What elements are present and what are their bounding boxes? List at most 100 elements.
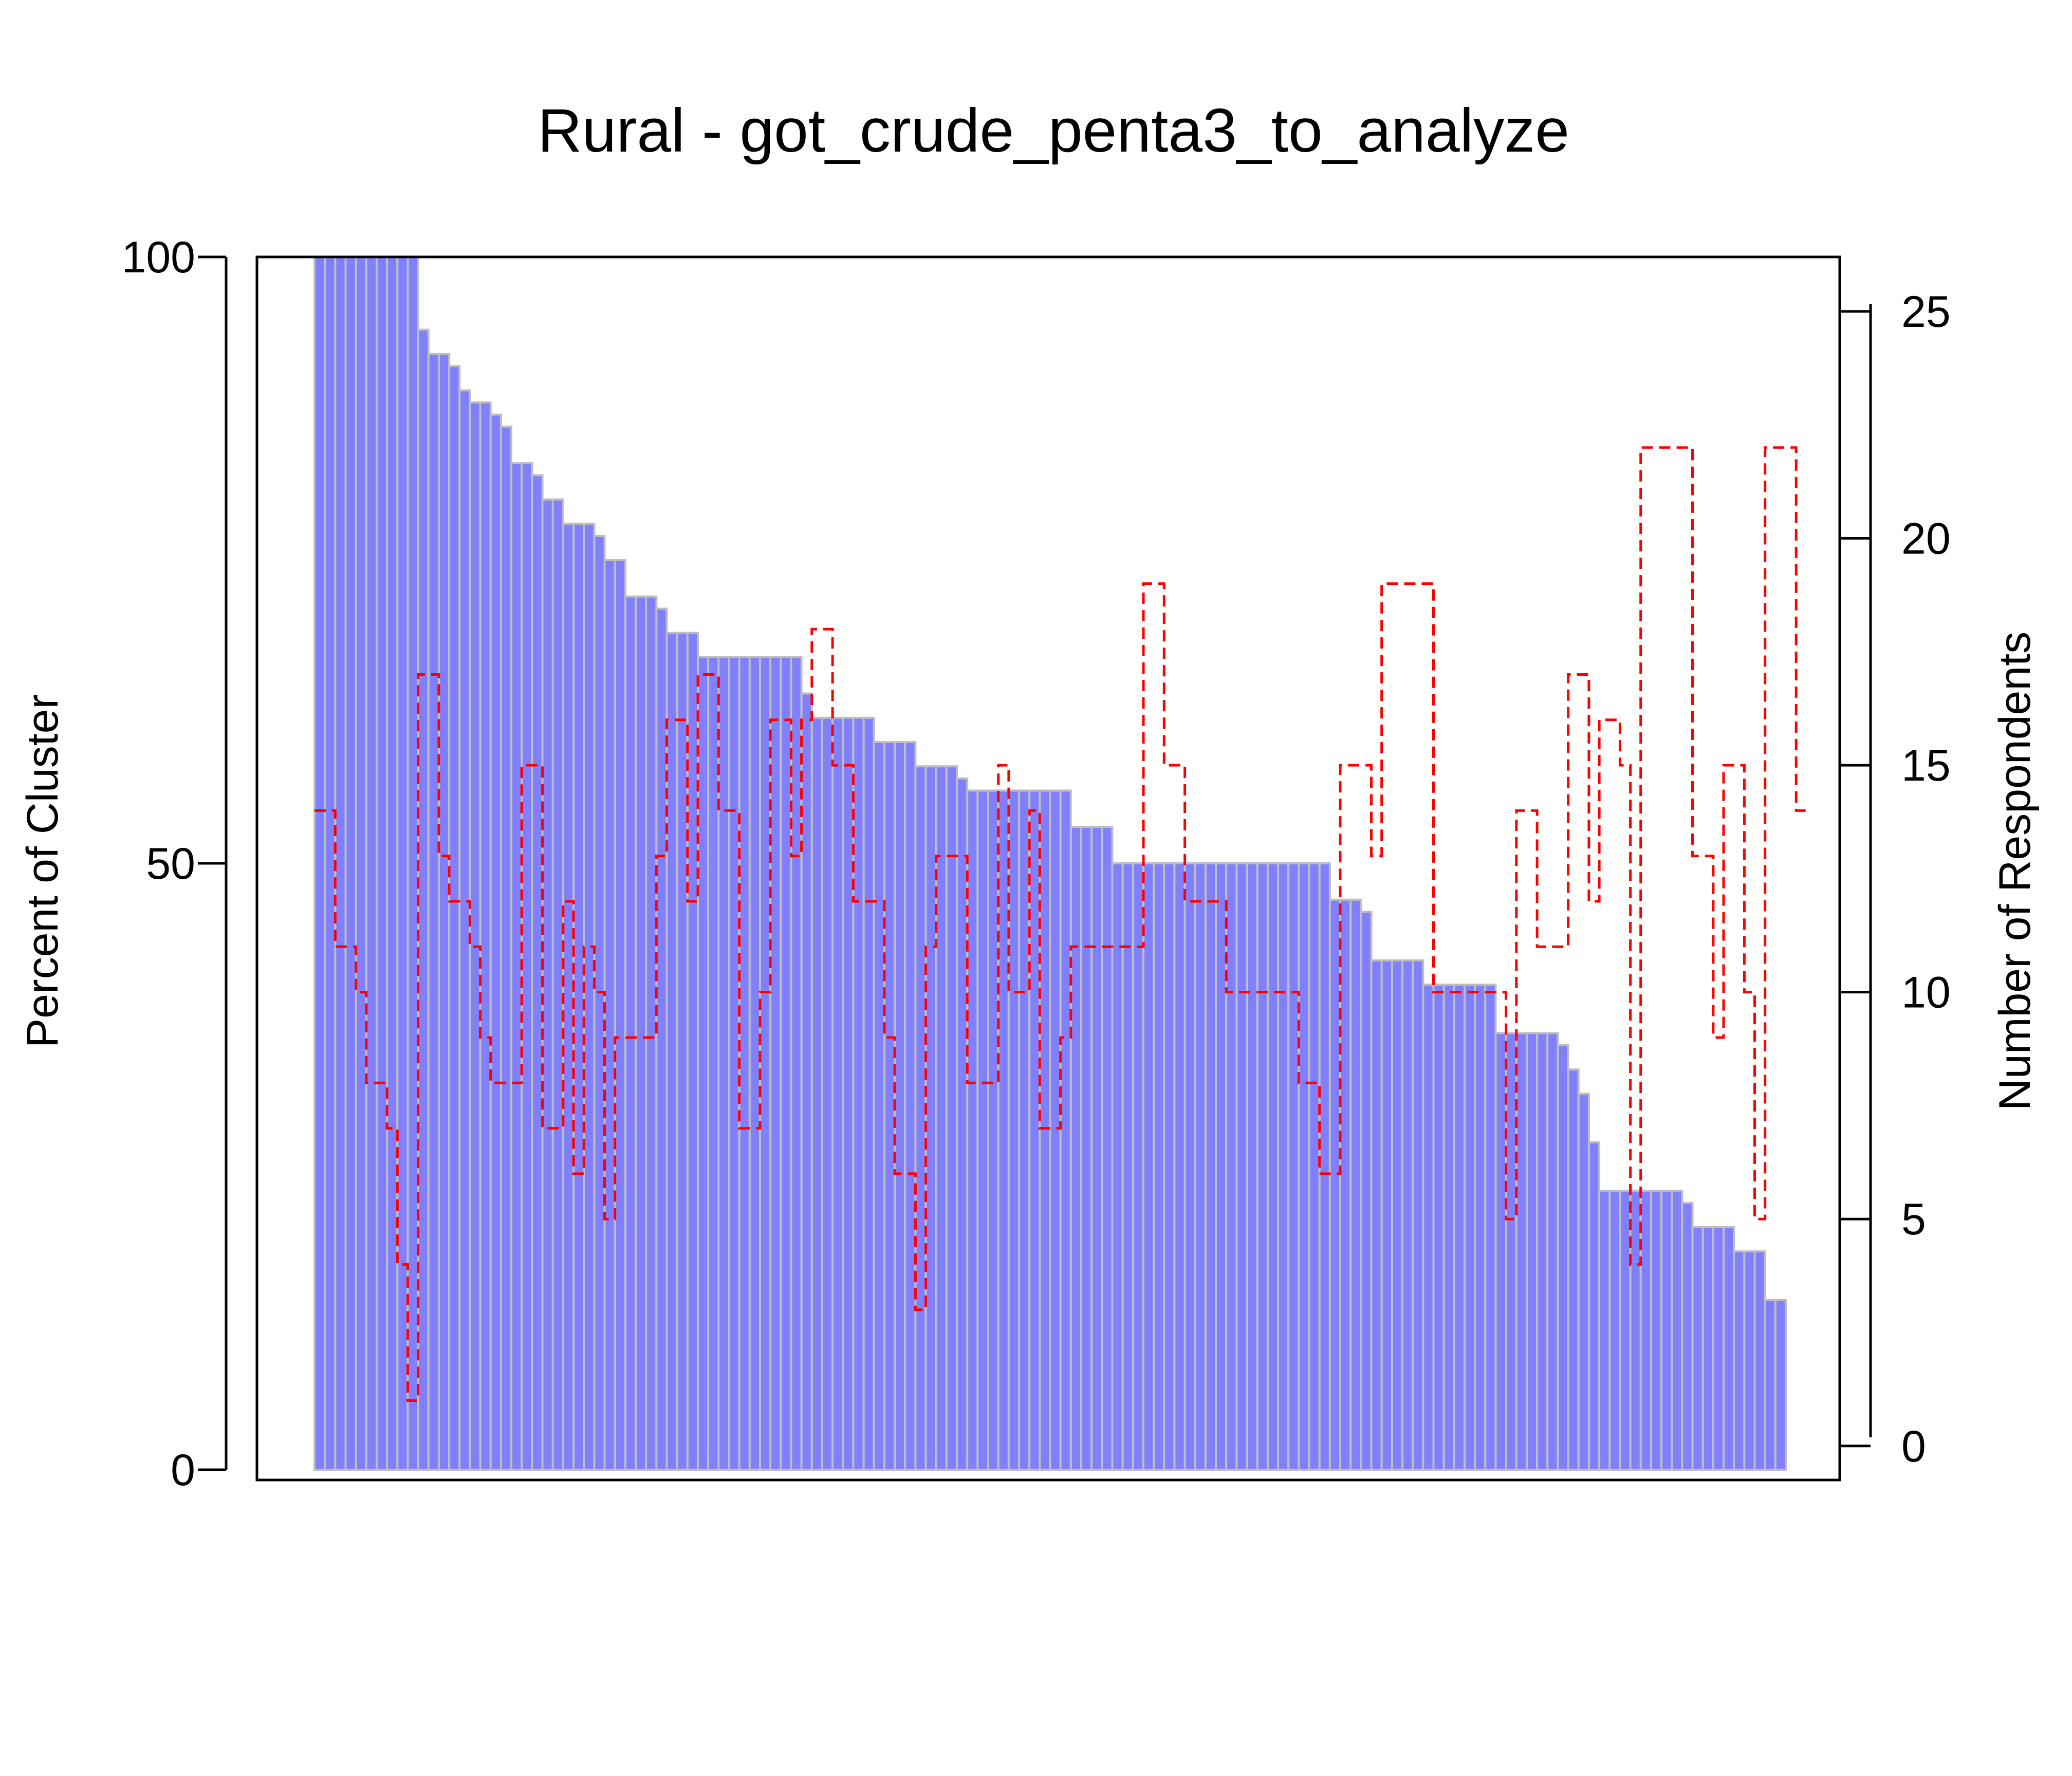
bar <box>707 656 720 1471</box>
bar <box>1256 862 1269 1471</box>
bar <box>334 256 347 1471</box>
bar <box>924 765 937 1471</box>
bar <box>976 789 989 1471</box>
bar <box>686 632 699 1471</box>
bar <box>914 765 927 1471</box>
bar <box>1474 984 1487 1471</box>
y2-axis-label: Number of Respondents <box>1990 632 2040 1111</box>
bar <box>645 595 658 1471</box>
bar <box>1515 1032 1528 1471</box>
bar <box>1308 862 1321 1471</box>
bar <box>469 401 482 1471</box>
bar <box>355 256 367 1471</box>
bar <box>1671 1190 1683 1471</box>
bar <box>603 559 616 1471</box>
bar <box>541 498 554 1471</box>
bar <box>956 777 969 1471</box>
bar <box>1412 959 1424 1471</box>
bar <box>1764 1299 1777 1471</box>
bar <box>1546 1032 1559 1471</box>
bar <box>1298 862 1310 1471</box>
y-tick-label: 100 <box>122 233 196 282</box>
bar <box>1101 826 1114 1471</box>
bar <box>1494 1032 1507 1471</box>
bar <box>738 656 751 1471</box>
bar <box>1235 862 1248 1471</box>
bar <box>1401 959 1414 1471</box>
y2-tick-label: 20 <box>1901 514 1951 564</box>
left-axis: 0 50 100 <box>122 233 228 1495</box>
bar <box>1173 862 1186 1471</box>
bar <box>1463 984 1476 1471</box>
bar <box>769 656 782 1471</box>
bar <box>510 462 523 1471</box>
bar <box>1743 1250 1756 1471</box>
bar <box>521 462 533 1471</box>
bar <box>562 523 575 1471</box>
bar <box>324 256 337 1471</box>
bar <box>1774 1299 1787 1471</box>
bar <box>1039 789 1051 1471</box>
bar <box>593 534 606 1471</box>
bar <box>1069 826 1082 1471</box>
bar <box>1153 862 1166 1471</box>
bar <box>1360 911 1373 1471</box>
bar <box>1598 1190 1611 1471</box>
bar <box>458 389 471 1471</box>
bar <box>665 632 678 1471</box>
bar <box>1391 959 1404 1471</box>
bar <box>1453 984 1466 1471</box>
bar <box>1753 1250 1766 1471</box>
bar <box>479 401 492 1471</box>
bar <box>810 716 823 1471</box>
bar <box>1432 984 1445 1471</box>
bar <box>780 656 792 1471</box>
bar <box>1587 1141 1601 1471</box>
y2-tick-label: 15 <box>1901 741 1951 790</box>
bar <box>1567 1068 1580 1471</box>
bar <box>1225 862 1238 1471</box>
bar <box>1525 1032 1539 1471</box>
bar <box>1723 1226 1735 1471</box>
bar <box>1650 1190 1663 1471</box>
bar <box>800 692 813 1471</box>
bar <box>1163 862 1176 1471</box>
bar <box>873 741 885 1471</box>
y-tick-label: 0 <box>171 1446 195 1495</box>
bar <box>717 656 730 1471</box>
bar <box>1328 898 1342 1471</box>
bar <box>1370 959 1383 1471</box>
bar <box>1557 1044 1569 1471</box>
bar <box>831 716 844 1471</box>
bar <box>1349 898 1362 1471</box>
bar <box>635 595 647 1471</box>
bar <box>624 595 637 1471</box>
bar <box>1194 862 1207 1471</box>
bar <box>1287 862 1300 1471</box>
bar <box>935 765 948 1471</box>
bar <box>489 413 502 1471</box>
bar <box>614 559 626 1471</box>
bar <box>758 656 772 1471</box>
bar <box>1183 862 1196 1471</box>
bar <box>386 256 399 1471</box>
bar <box>1246 862 1259 1471</box>
bar <box>1059 789 1072 1471</box>
bar <box>1660 1190 1673 1471</box>
bar <box>1215 862 1228 1471</box>
bar <box>1204 862 1217 1471</box>
bar <box>1639 1190 1652 1471</box>
bar <box>748 656 761 1471</box>
bar <box>1442 984 1455 1471</box>
respondents-step-line <box>314 446 1807 1402</box>
bar <box>842 716 855 1471</box>
bar <box>396 256 409 1471</box>
bar <box>1536 1032 1549 1471</box>
bar <box>1339 898 1352 1471</box>
bar <box>1142 862 1155 1471</box>
bar <box>1608 1190 1621 1471</box>
bar <box>945 765 958 1471</box>
bar <box>1629 1190 1642 1471</box>
y2-tick-label: 5 <box>1901 1195 1926 1244</box>
plot-frame <box>255 255 1841 1482</box>
